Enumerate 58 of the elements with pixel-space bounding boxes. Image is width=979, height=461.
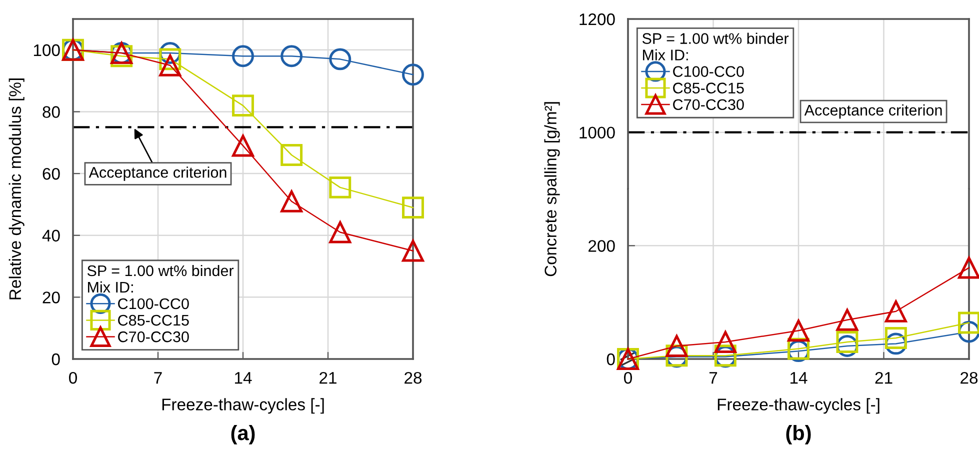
x-axis-title: Freeze-thaw-cycles [-] <box>718 398 880 414</box>
legend-label: C100-CC0 <box>118 298 189 310</box>
y-axis-title: Relative dynamic modulus [%] <box>8 78 24 300</box>
point <box>280 190 303 212</box>
point <box>232 45 254 68</box>
y-tick-label: 0 <box>606 353 615 366</box>
point <box>329 48 352 70</box>
point <box>280 144 303 166</box>
x-tick-label: 28 <box>960 372 978 384</box>
point <box>232 134 254 157</box>
legend-title: SP = 1.00 wt% binder Mix ID: <box>87 264 234 292</box>
annotation: Acceptance criterion <box>88 166 226 181</box>
point <box>280 45 303 68</box>
y-tick-label: 1000 <box>580 126 615 139</box>
point <box>884 300 907 322</box>
x-tick-label: 14 <box>235 372 252 384</box>
x-tick-label: 7 <box>709 372 718 384</box>
annotation: Acceptance criterion <box>804 104 942 119</box>
point <box>958 312 979 334</box>
y-tick-label: 40 <box>42 230 60 242</box>
x-tick-label: 14 <box>790 372 808 384</box>
x-tick-label: 0 <box>69 372 77 384</box>
y-tick-label: 0 <box>52 353 60 366</box>
point <box>232 94 254 117</box>
point <box>329 176 352 198</box>
y-tick-label: 20 <box>42 292 60 304</box>
y-tick-label: 100 <box>34 44 60 56</box>
point <box>402 196 424 219</box>
y-axis-title: Concrete spalling [g/m²] <box>544 102 560 276</box>
x-tick-label: 0 <box>624 372 632 384</box>
legend-label: C85-CC15 <box>673 82 744 94</box>
point <box>666 334 688 357</box>
x-tick-label: 28 <box>404 372 422 384</box>
point <box>836 308 858 331</box>
legend-title: SP = 1.00 wt% binder Mix ID: <box>642 32 789 60</box>
point <box>159 54 182 76</box>
text: (b) <box>786 425 811 444</box>
point <box>714 331 736 353</box>
x-tick-label: 21 <box>320 372 336 384</box>
legend-label: C70-CC30 <box>673 99 744 110</box>
point <box>402 64 424 86</box>
legend-label: C70-CC30 <box>118 331 189 342</box>
x-axis-title: Freeze-thaw-cycles [-] <box>162 398 324 414</box>
point <box>958 256 979 279</box>
y-tick-label: 80 <box>42 106 60 118</box>
y-tick-label: 200 <box>588 240 615 252</box>
point <box>788 320 810 342</box>
point <box>329 221 352 244</box>
x-tick-label: 7 <box>154 372 162 384</box>
y-tick-label: 60 <box>42 168 60 180</box>
legend-label: C100-CC0 <box>673 66 744 77</box>
x-tick-label: 21 <box>875 372 892 384</box>
text: (a) <box>231 425 255 444</box>
point <box>884 327 907 350</box>
point <box>836 331 858 353</box>
point <box>402 240 424 262</box>
legend-label: C85-CC15 <box>118 314 189 326</box>
y-tick-label: 1200 <box>580 13 615 26</box>
